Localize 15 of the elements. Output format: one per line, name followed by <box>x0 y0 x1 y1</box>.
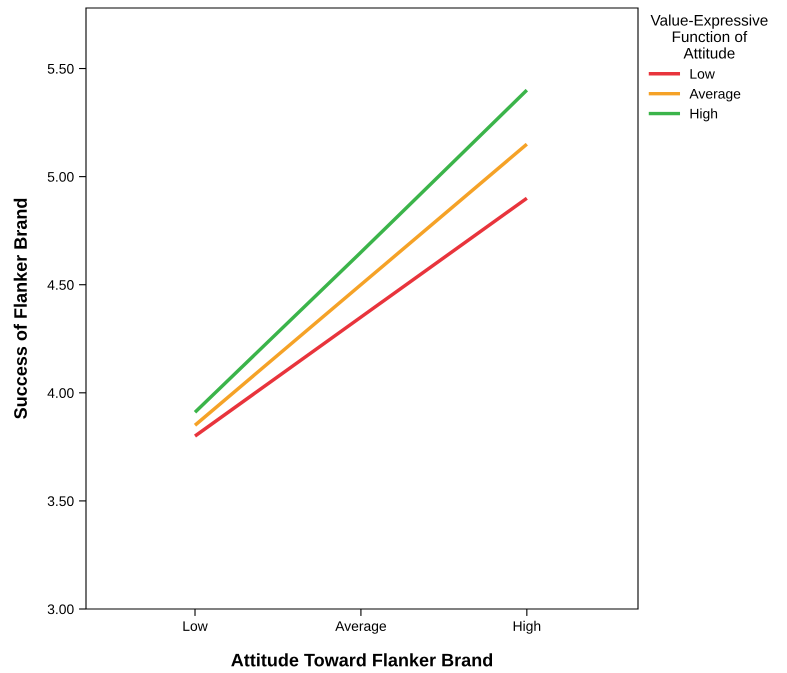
y-axis-title: Success of Flanker Brand <box>14 198 27 419</box>
x-tick-label: High <box>514 620 540 634</box>
y-tick-label: 3.50 <box>48 496 74 506</box>
y-tick-label: 4.00 <box>47 388 74 398</box>
y-tick-label: 5.50 <box>48 64 74 74</box>
x-axis-title: Attitude Toward Flanker Brand <box>231 653 492 666</box>
x-tick-label: Average <box>335 621 386 634</box>
x-tick-label: Low <box>183 621 208 632</box>
y-tick-label: 4.50 <box>47 280 74 290</box>
legend-label: High <box>690 108 718 122</box>
legend-label: Low <box>690 69 715 79</box>
y-tick-label: 5.00 <box>48 172 74 182</box>
legend-title: Value-Expressive Function of Attitude <box>650 14 768 59</box>
y-tick-label: 3.00 <box>48 604 74 614</box>
legend-label: Average <box>689 88 740 102</box>
